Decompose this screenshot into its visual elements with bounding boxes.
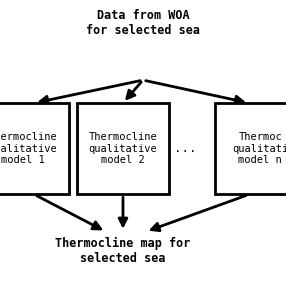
FancyBboxPatch shape	[214, 103, 286, 194]
Text: ...: ...	[174, 142, 197, 155]
FancyBboxPatch shape	[77, 103, 169, 194]
FancyBboxPatch shape	[0, 103, 69, 194]
Text: Thermocline
qualitative
model 2: Thermocline qualitative model 2	[89, 132, 157, 165]
Text: Data from WOA
for selected sea: Data from WOA for selected sea	[86, 9, 200, 37]
Text: Thermocline map for
selected sea: Thermocline map for selected sea	[55, 237, 191, 265]
Text: Thermocline
qualitative
model 1: Thermocline qualitative model 1	[0, 132, 57, 165]
Text: Thermoc
qualitati
model n: Thermoc qualitati model n	[232, 132, 286, 165]
